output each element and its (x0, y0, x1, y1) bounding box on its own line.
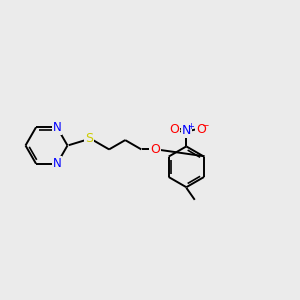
Text: N: N (52, 121, 62, 134)
Text: +: + (187, 122, 194, 131)
Text: N: N (52, 157, 62, 170)
Text: N: N (182, 124, 191, 137)
Text: O: O (150, 143, 160, 156)
Text: O: O (169, 123, 179, 136)
Text: O: O (196, 123, 206, 136)
Text: S: S (85, 132, 93, 146)
Text: −: − (202, 121, 209, 130)
